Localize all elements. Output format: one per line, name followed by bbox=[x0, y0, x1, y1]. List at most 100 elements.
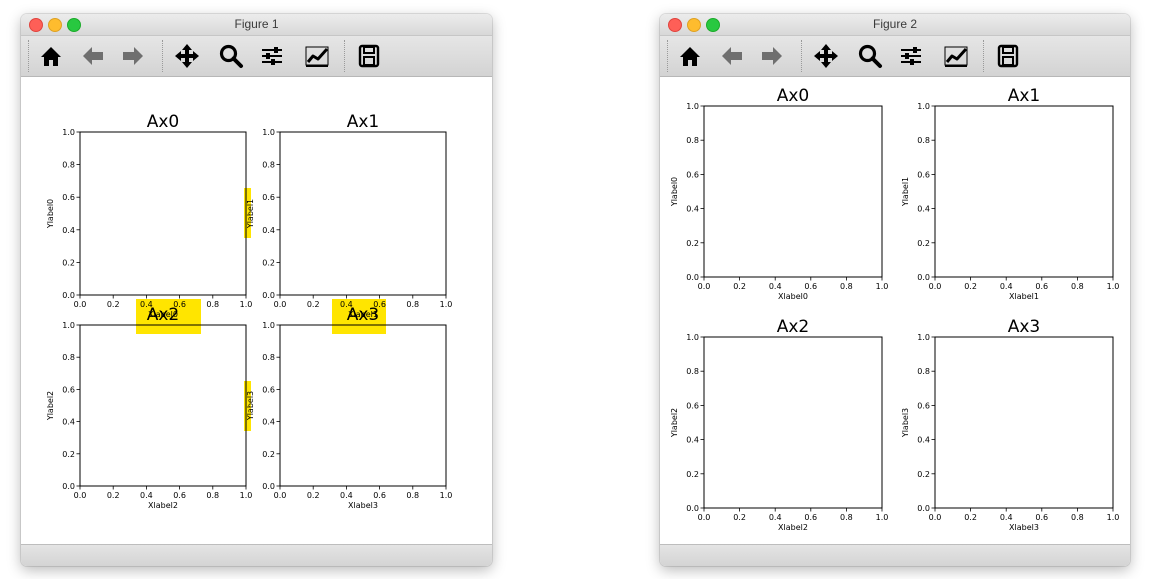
axes-frame bbox=[79, 131, 247, 296]
titlebar[interactable]: Figure 2 bbox=[660, 14, 1130, 36]
edit-axis-button[interactable] bbox=[942, 42, 970, 70]
subplot-ax3: 0.0 0.2 0.4 0.6 0.8 1.00.00.20.40.60.81.0Ax3X… bbox=[901, 317, 1119, 532]
overlap-highlight bbox=[136, 299, 201, 334]
x-tick-label: 0.0 bbox=[698, 282, 711, 291]
y-tick-label: 1.0 bbox=[262, 128, 275, 137]
x-tick-label: 0.2 bbox=[307, 300, 320, 309]
y-tick-label: 0.0 bbox=[917, 504, 930, 513]
back-icon bbox=[83, 47, 103, 65]
x-tick-label: 0.2 bbox=[307, 491, 320, 500]
y-tick-label: 0.2 bbox=[686, 470, 699, 479]
maximize-button[interactable] bbox=[67, 18, 81, 32]
maximize-button[interactable] bbox=[706, 18, 720, 32]
window-title: Figure 1 bbox=[234, 17, 279, 31]
y-tick-label: 0.8 bbox=[917, 136, 930, 145]
x-axis-label: Xlabel1 bbox=[1009, 292, 1039, 301]
axes-title: Ax3 bbox=[347, 305, 380, 325]
minimize-button[interactable] bbox=[687, 18, 701, 32]
y-tick-label: 1.0 bbox=[686, 333, 699, 342]
x-tick-label: 0.4 bbox=[340, 491, 353, 500]
axes-title: Ax0 bbox=[777, 86, 810, 106]
y-tick-label: 1.0 bbox=[62, 128, 75, 137]
axes-frame bbox=[934, 336, 1114, 509]
y-tick-label: 0.8 bbox=[917, 367, 930, 376]
close-button[interactable] bbox=[29, 18, 43, 32]
x-tick-label: 1.0 bbox=[440, 300, 453, 309]
x-tick-label: 0.6 bbox=[804, 513, 817, 522]
toolbar-separator bbox=[28, 40, 29, 72]
y-tick-label: 0.0 bbox=[62, 291, 75, 300]
subplot-ax0: 0.0 0.2 0.4 0.6 0.8 1.0 0.0 0.2 0.4 0.6 0.8 1.0 Ax0 X… bbox=[46, 112, 252, 319]
x-tick-label: 0.0 bbox=[74, 491, 87, 500]
subplot-ax3: 0.0 0.2 0.4 0.6 0.8 1.00.00.20.40.60.81.0Ax3X… bbox=[246, 305, 452, 510]
forward-button[interactable] bbox=[758, 42, 786, 70]
y-tick-label: 0.2 bbox=[62, 450, 75, 459]
axes-title: Ax1 bbox=[1008, 86, 1041, 106]
x-tick-label: 0.8 bbox=[206, 300, 219, 309]
titlebar[interactable]: Figure 1 bbox=[21, 14, 492, 36]
pan-button[interactable] bbox=[173, 42, 201, 70]
y-tick-label: 1.0 bbox=[917, 102, 930, 111]
home-icon bbox=[41, 47, 61, 66]
y-tick-label: 0.4 bbox=[917, 205, 930, 214]
y-tick-label: 0.4 bbox=[686, 205, 699, 214]
axes-frame bbox=[703, 336, 883, 509]
x-tick-label: 0.6 bbox=[1035, 513, 1048, 522]
x-tick-label: 0.6 bbox=[804, 282, 817, 291]
back-button[interactable] bbox=[718, 42, 746, 70]
x-tick-label: 0.4 bbox=[1000, 513, 1013, 522]
pan-icon bbox=[175, 44, 199, 68]
overlap-highlight bbox=[244, 381, 251, 431]
edit-axis-icon bbox=[944, 46, 968, 67]
home-button[interactable] bbox=[37, 42, 65, 70]
x-tick-label: 0.8 bbox=[406, 491, 419, 500]
y-tick-label: 1.0 bbox=[262, 321, 275, 330]
y-axis-label: Ylabel1 bbox=[246, 199, 255, 229]
forward-button[interactable] bbox=[119, 42, 147, 70]
axes-title: Ax0 bbox=[147, 112, 180, 132]
x-axis-label: Xlabel2 bbox=[148, 501, 178, 510]
axes-title: Ax1 bbox=[347, 112, 380, 132]
save-button[interactable] bbox=[355, 42, 383, 70]
y-tick-label: 0.8 bbox=[686, 367, 699, 376]
pan-button[interactable] bbox=[812, 42, 840, 70]
y-tick-label: 0.2 bbox=[62, 258, 75, 267]
minimize-button[interactable] bbox=[48, 18, 62, 32]
configure-subplots-button[interactable] bbox=[258, 42, 286, 70]
status-bar bbox=[21, 544, 492, 566]
home-button[interactable] bbox=[676, 42, 704, 70]
home-icon bbox=[680, 47, 700, 66]
back-button[interactable] bbox=[79, 42, 107, 70]
zoom-button[interactable] bbox=[217, 42, 245, 70]
y-tick-label: 1.0 bbox=[917, 333, 930, 342]
y-tick-label: 0.2 bbox=[917, 470, 930, 479]
y-tick-label: 0.2 bbox=[262, 258, 275, 267]
y-tick-label: 0.6 bbox=[262, 385, 275, 394]
x-axis-label: Xlabel2 bbox=[778, 523, 808, 532]
x-tick-label: 0.0 bbox=[74, 300, 87, 309]
toolbar-separator bbox=[801, 40, 802, 72]
x-tick-label: 1.0 bbox=[240, 300, 253, 309]
y-axis-label: Ylabel3 bbox=[246, 391, 255, 421]
x-tick-label: 0.4 bbox=[769, 282, 782, 291]
edit-axis-button[interactable] bbox=[303, 42, 331, 70]
figure-canvas[interactable]: 0.0 0.2 0.4 0.6 0.8 1.0 0.0 0.2 0.4 0.6 0.8 1.0 Ax0 X… bbox=[21, 77, 492, 545]
y-axis-label: Ylabel2 bbox=[670, 408, 679, 438]
x-tick-label: 1.0 bbox=[876, 513, 889, 522]
y-tick-label: 1.0 bbox=[686, 102, 699, 111]
y-axis-label: Ylabel3 bbox=[901, 408, 910, 438]
zoom-button[interactable] bbox=[856, 42, 884, 70]
x-tick-label: 0.2 bbox=[964, 513, 977, 522]
y-axis-label: Ylabel0 bbox=[670, 177, 679, 207]
subplot-ax2: 0.0 0.2 0.4 0.6 0.8 1.00.00.20.40.60.81.0Ax2X… bbox=[46, 305, 252, 510]
figure-svg: 0.0 0.2 0.4 0.6 0.8 1.0 0.0 0.2 0.4 0.6 0.8 1.0 Ax0 X… bbox=[46, 112, 453, 510]
zoom-icon bbox=[219, 44, 243, 68]
close-button[interactable] bbox=[668, 18, 682, 32]
x-tick-label: 0.6 bbox=[173, 491, 186, 500]
axes-frame bbox=[934, 105, 1114, 278]
save-button[interactable] bbox=[994, 42, 1022, 70]
x-tick-label: 0.8 bbox=[840, 513, 853, 522]
overlap-highlights bbox=[136, 188, 386, 431]
configure-subplots-button[interactable] bbox=[897, 42, 925, 70]
figure-canvas[interactable]: 0.0 0.2 0.4 0.6 0.8 1.0 0.0 0.2 0.4 0.6 0.8 1.0 Ax0 X… bbox=[660, 77, 1130, 545]
